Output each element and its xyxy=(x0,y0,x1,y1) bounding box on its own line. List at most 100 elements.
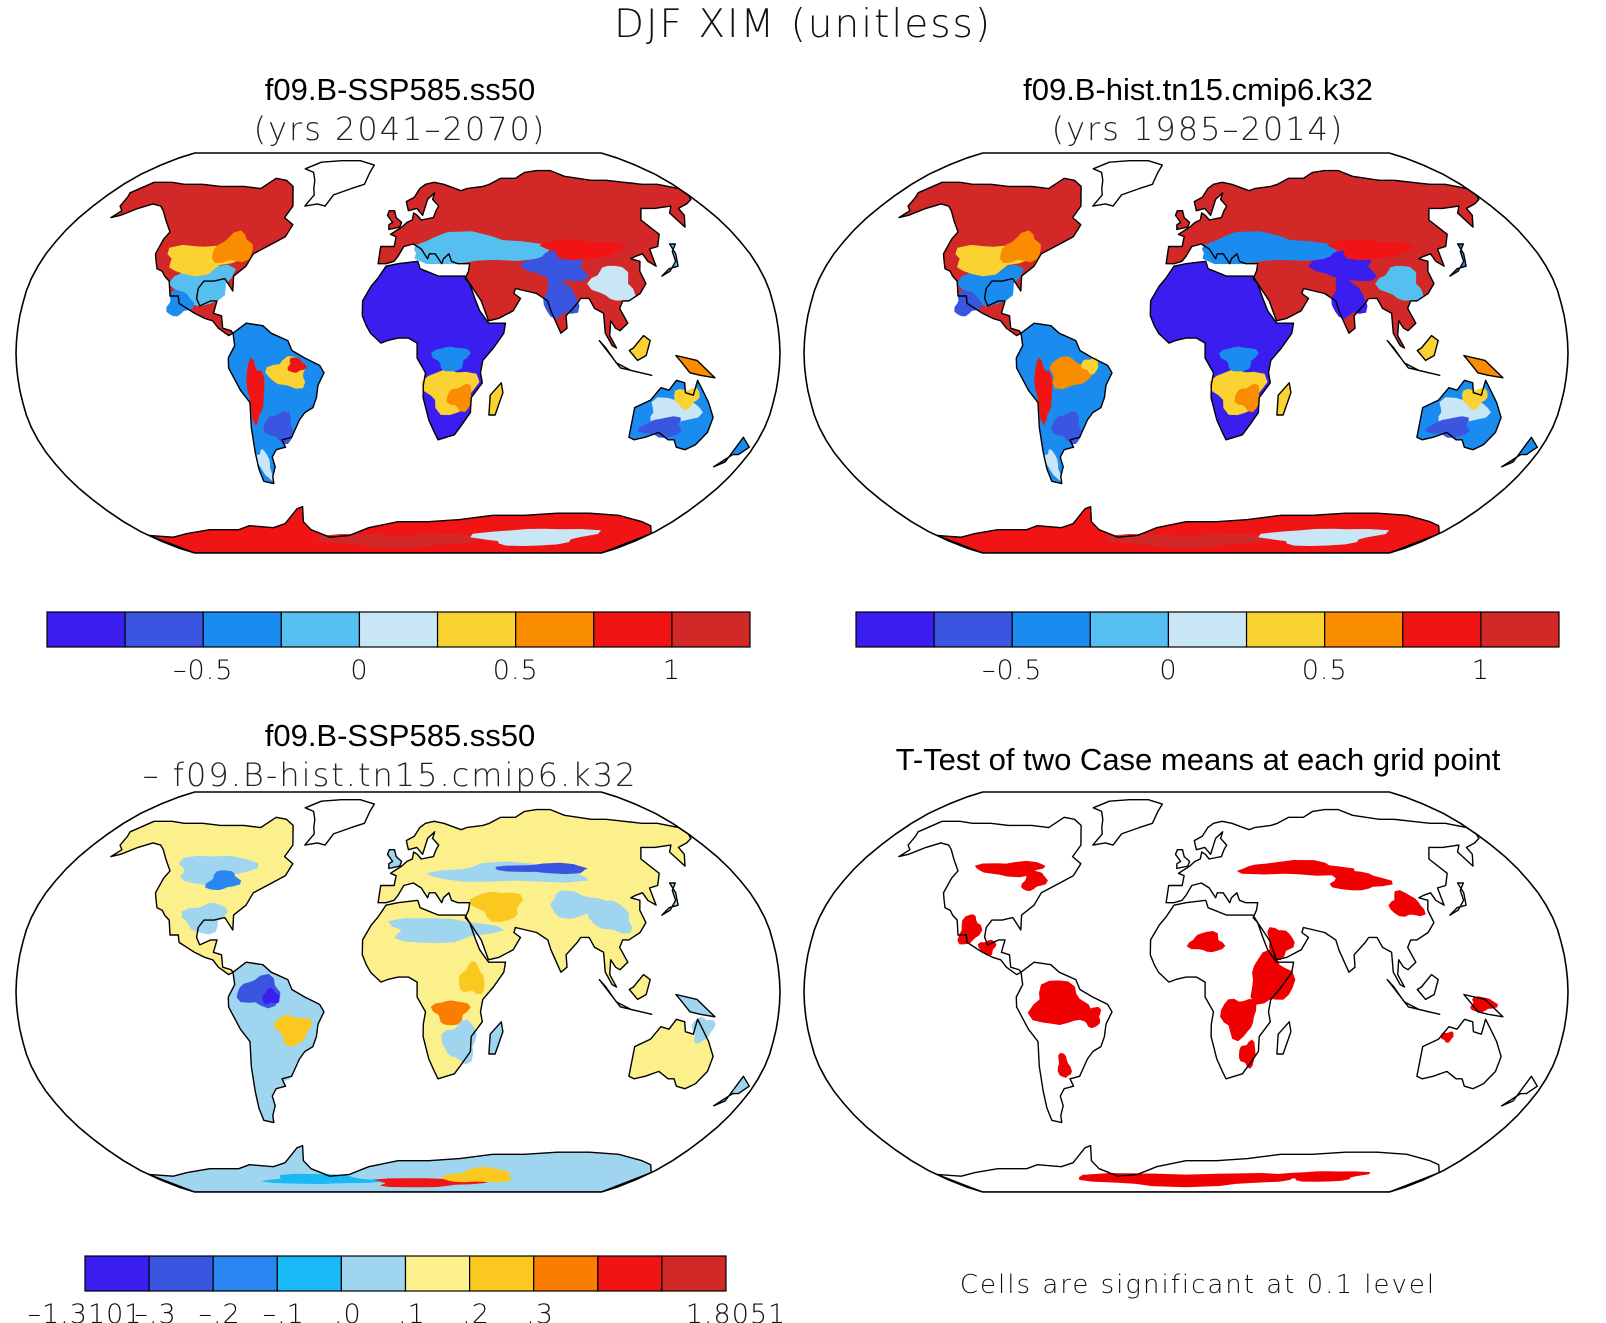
panel-1-region xyxy=(543,274,580,319)
panel-4-title: T-Test of two Case means at each grid po… xyxy=(895,742,1501,777)
panel-2-coastline xyxy=(1386,339,1441,376)
panel-2-region xyxy=(1276,382,1291,415)
colorbar-1-tick-label: 0.5 xyxy=(493,655,539,686)
panel-1-subtitle: (yrs 2041–2070) xyxy=(253,110,547,148)
colorbar-1-tick-label: 1 xyxy=(663,655,681,686)
panel-3-region xyxy=(458,960,485,995)
panel-1-coastline xyxy=(628,379,714,451)
panel-2-region xyxy=(1081,357,1099,375)
panel-3-subtitle: – f09.B-hist.tn15.cmip6.k32 xyxy=(142,756,638,794)
panel-1-region xyxy=(263,411,294,445)
panel-4-globe-outline xyxy=(803,791,1569,1193)
panel-4-coastline xyxy=(1416,973,1439,1001)
panel-2-title: f09.B-hist.tn15.cmip6.k32 xyxy=(1023,72,1373,107)
panel-4-region xyxy=(1470,996,1498,1013)
panel-2-coastline xyxy=(1463,354,1504,379)
panel-2-region xyxy=(1092,160,1163,207)
colorbar-1-swatch xyxy=(671,611,751,648)
panel-2-region xyxy=(1202,231,1338,265)
colorbar-1-swatch xyxy=(593,611,673,648)
panel-2-coastline xyxy=(1174,210,1191,231)
panel-4-region xyxy=(1150,900,1294,1079)
panel-3-ocean xyxy=(16,792,780,1192)
panel-2-region xyxy=(1044,449,1062,482)
panel-2-region xyxy=(1034,357,1053,426)
panel-1-coastline xyxy=(304,160,375,207)
panel-1-coastline xyxy=(148,505,652,553)
panel-1-coastline xyxy=(386,210,403,231)
panel-1-region xyxy=(637,416,682,438)
panel-2-region xyxy=(1234,383,1260,413)
colorbar-3-tick-label: –.3 xyxy=(134,1299,176,1323)
colorbar-3-swatch xyxy=(661,1255,727,1292)
panel-2-coastline xyxy=(1416,379,1502,451)
panel-1-region xyxy=(414,231,550,265)
panel-4-region xyxy=(1388,890,1426,917)
panel-3-region xyxy=(181,902,228,935)
panel-1-region xyxy=(256,449,274,482)
panel-4-coastline xyxy=(898,816,1082,976)
panel-2-globe-outline xyxy=(803,152,1569,554)
panel-4-region xyxy=(1057,1053,1072,1078)
colorbar-3-tick-label: .0 xyxy=(334,1299,362,1323)
panel-2-coastline xyxy=(1276,382,1292,416)
panel-1-region xyxy=(488,382,503,415)
panel-2-map xyxy=(803,152,1569,554)
panel-4-coastline xyxy=(1416,1018,1502,1090)
panel-1-region xyxy=(287,357,307,373)
panel-2-region xyxy=(1463,355,1503,378)
panel-1-region xyxy=(587,265,636,301)
panel-1-region xyxy=(317,534,479,549)
panel-3-region xyxy=(675,994,715,1017)
panel-2-coastline xyxy=(1015,322,1113,485)
colorbar-3-swatch xyxy=(340,1255,407,1292)
panel-4-region xyxy=(1274,1171,1371,1182)
colorbar-3-swatch xyxy=(533,1255,599,1292)
panel-1-region xyxy=(246,357,265,426)
panel-4-region xyxy=(1186,931,1226,953)
colorbar-2-swatch xyxy=(1402,611,1482,648)
colorbar-3-swatch xyxy=(148,1255,214,1292)
colorbar-1-swatch xyxy=(515,611,595,648)
colorbar-3-swatch xyxy=(597,1255,663,1292)
colorbar-2-tick-label: 0.5 xyxy=(1302,655,1348,686)
figure-title: DJF XIM (unitless) xyxy=(613,2,993,47)
panel-1-coastline xyxy=(598,339,653,376)
panel-2-region xyxy=(956,264,1024,307)
panel-1-region xyxy=(539,239,627,261)
colorbar-2-swatch xyxy=(1167,611,1248,648)
colorbar-2-swatch xyxy=(855,611,935,648)
colorbar-2: –0.5 0 0.5 1 xyxy=(855,611,1560,686)
panel-2-region xyxy=(1501,437,1538,467)
colorbar-3-swatch xyxy=(84,1255,150,1292)
colorbar-3-tick-label: .1 xyxy=(398,1299,426,1323)
colorbar-1-swatch xyxy=(124,611,204,648)
panel-1-coastline xyxy=(377,169,692,349)
panel-4-coastline xyxy=(1149,899,1295,1080)
panel-1-coastline xyxy=(488,382,504,416)
panel-1-ocean xyxy=(16,153,780,553)
colorbar-1-swatch xyxy=(358,611,439,648)
significance-note: Cells are significant at 0.1 level xyxy=(959,1270,1437,1300)
panel-1-coastline xyxy=(661,243,679,277)
panel-3-region xyxy=(587,900,633,934)
colorbar-2-swatch xyxy=(1089,611,1170,648)
panel-1-region xyxy=(212,230,253,263)
colorbar-3-tick-label: .3 xyxy=(526,1299,554,1323)
panel-3-region xyxy=(263,1045,292,1085)
panel-4-region xyxy=(957,914,983,945)
panel-3-region xyxy=(262,987,280,1005)
colorbar-2-tick-label: 1 xyxy=(1472,655,1490,686)
panel-3-region xyxy=(637,1030,690,1077)
panel-4-coastline xyxy=(1174,849,1191,870)
panel-3-coastline xyxy=(598,978,653,1015)
panel-1-region xyxy=(430,346,471,372)
panel-2-coastline xyxy=(898,177,1082,337)
panel-3-region xyxy=(260,1173,383,1184)
panel-3-region xyxy=(441,1019,477,1065)
colorbar-1-swatch xyxy=(46,611,126,648)
panel-2-coastline xyxy=(1500,436,1538,468)
panel-4-region xyxy=(1440,1031,1454,1043)
panel-4-region xyxy=(1092,799,1163,846)
panel-1-coastline xyxy=(110,177,294,337)
